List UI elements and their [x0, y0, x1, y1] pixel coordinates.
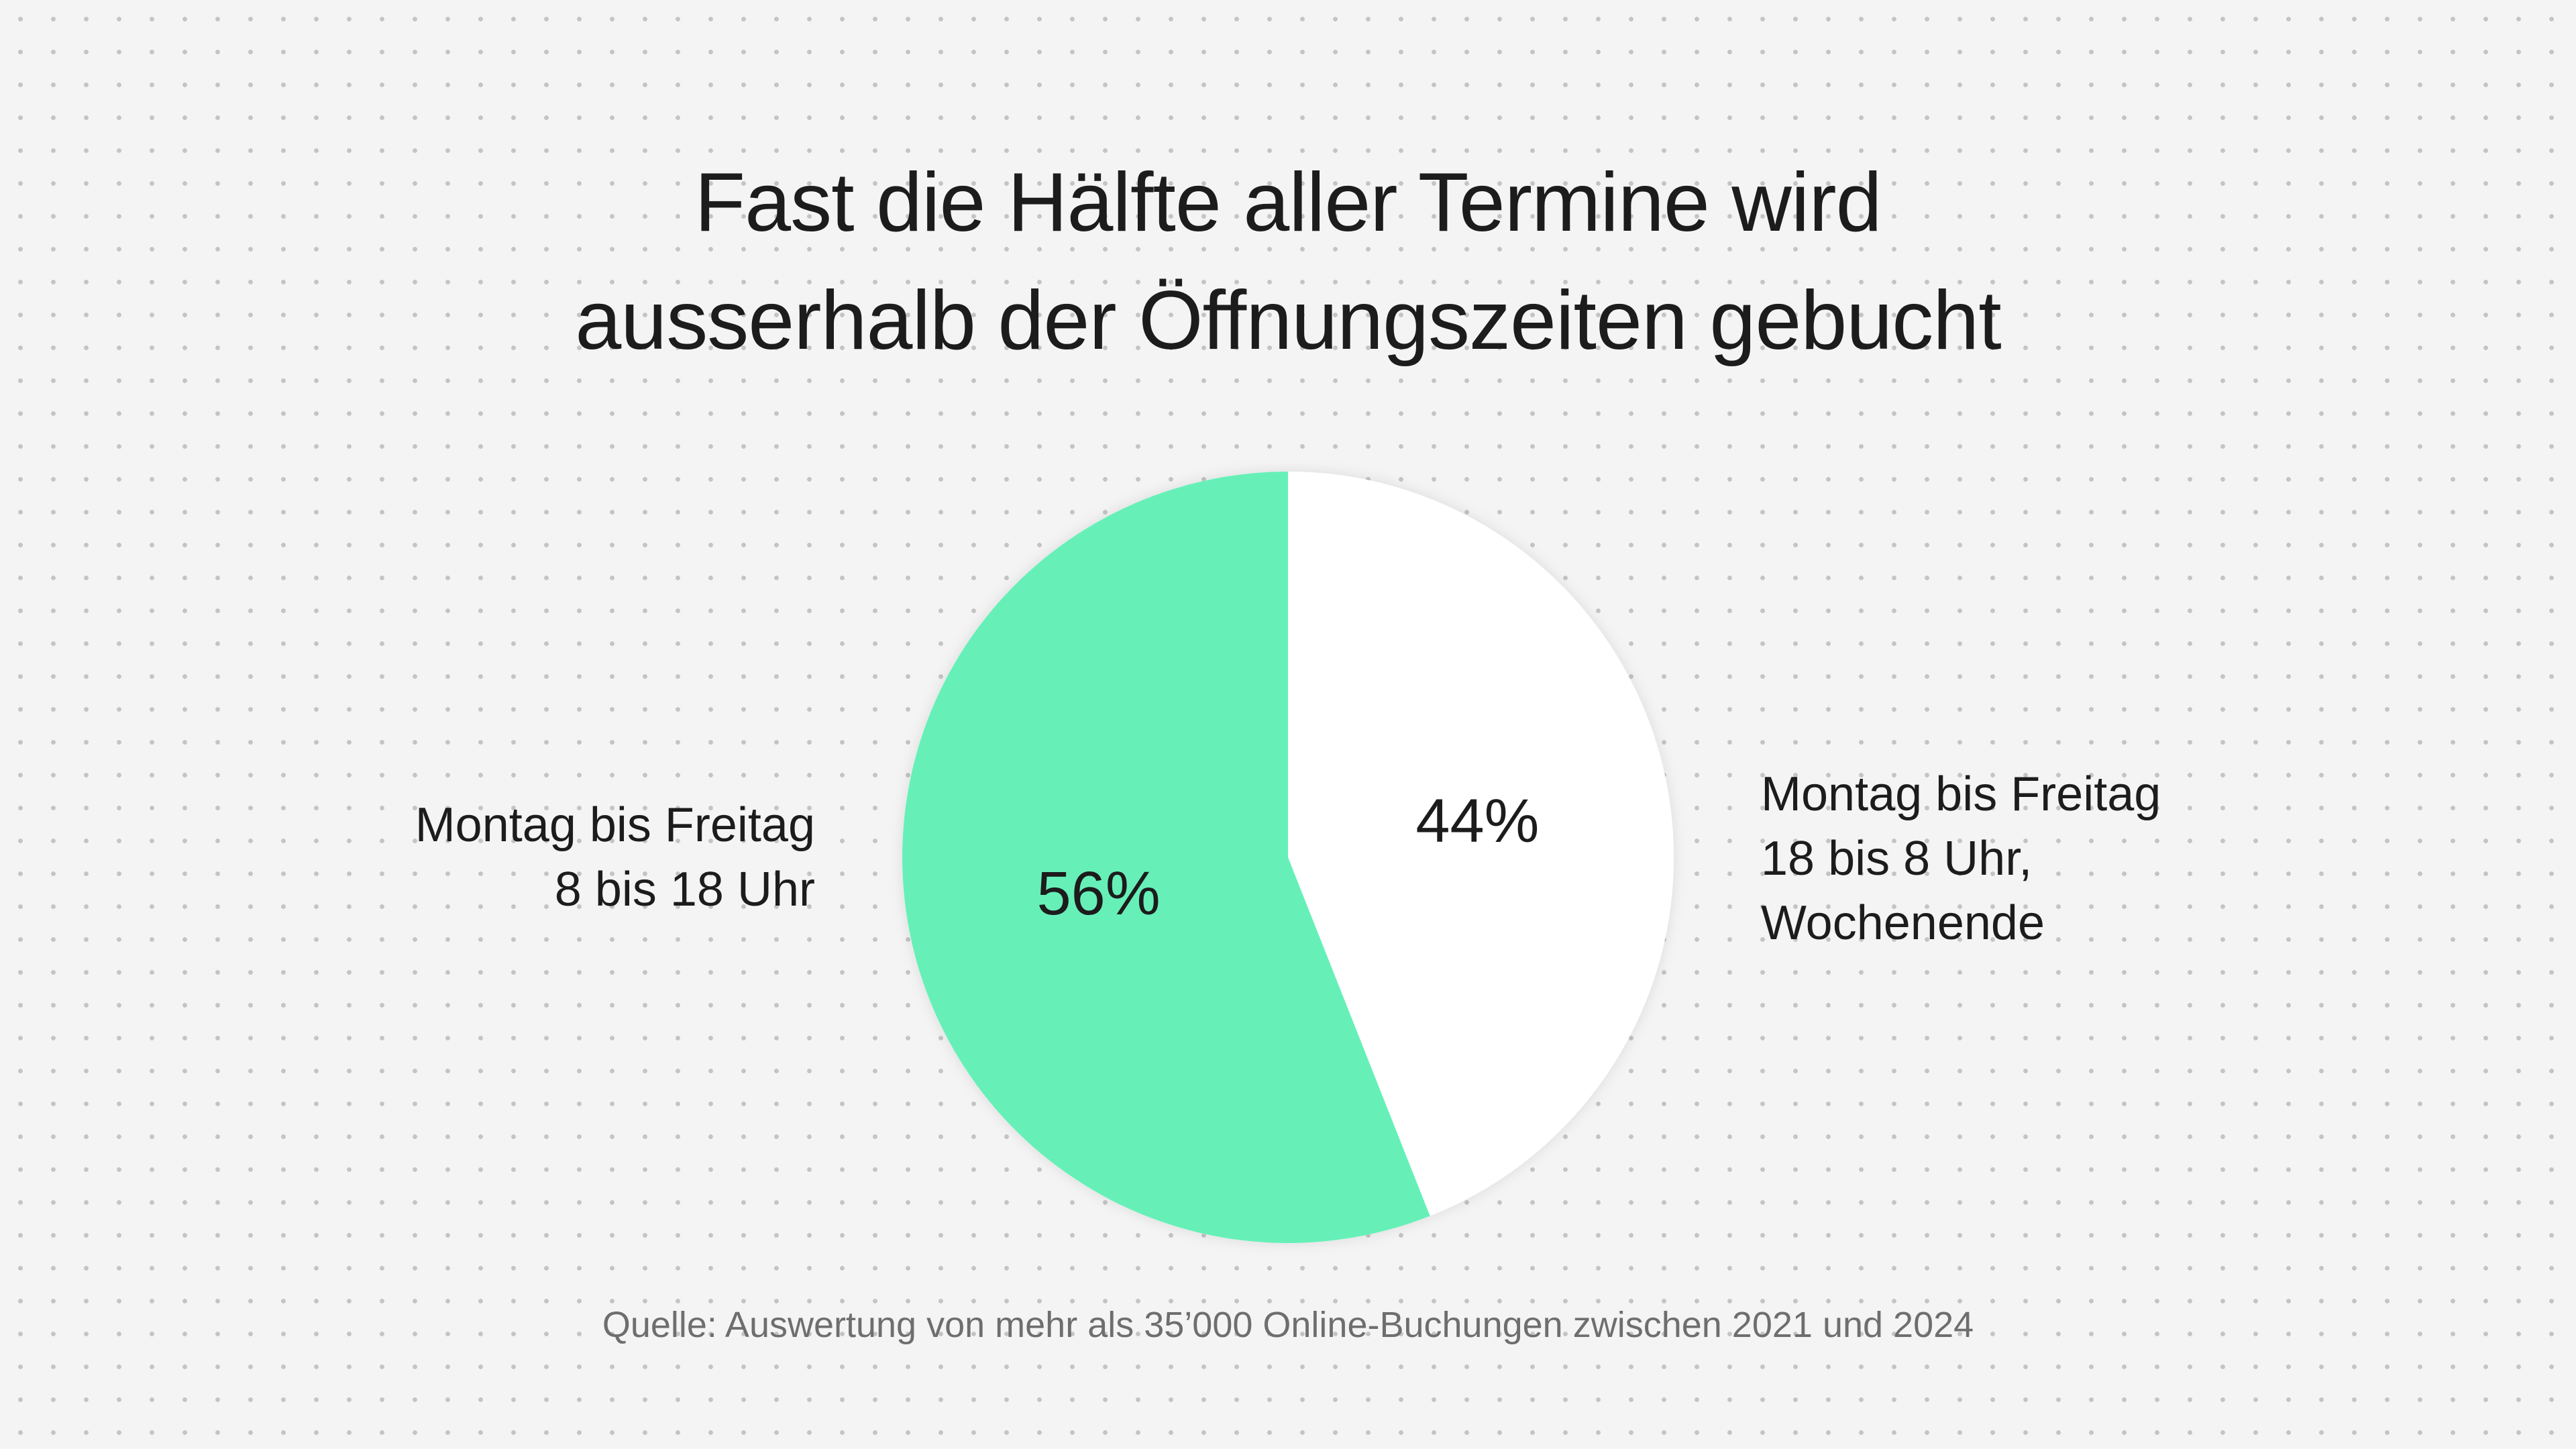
slice-label-business-hours-line-2: 8 bis 18 Uhr [554, 863, 815, 916]
pie-value-label-outside-hours: 44% [1415, 787, 1539, 855]
chart-title-line-1: Fast die Hälfte aller Termine wird [694, 156, 1882, 249]
slice-label-business-hours-line-1: Montag bis Freitag [415, 798, 815, 852]
slice-label-outside-hours-line-3: Wochenende [1761, 896, 2045, 950]
pie-slice-outside-hours [1288, 471, 1674, 1216]
slice-label-outside-hours-line-1: Montag bis Freitag [1761, 767, 2161, 821]
pie-value-label-business-hours: 56% [1037, 859, 1161, 928]
source-note: Quelle: Auswertung von mehr als 35’000 O… [602, 1305, 1974, 1345]
chart-title-line-2: ausserhalb der Öffnungszeiten gebucht [575, 274, 2001, 367]
slice-label-business-hours: Montag bis Freitag 8 bis 18 Uhr [415, 793, 815, 922]
pie-slice-business-hours [902, 472, 1430, 1243]
slice-label-outside-hours: Montag bis Freitag 18 bis 8 Uhr, Wochene… [1761, 762, 2161, 955]
slice-label-outside-hours-line-2: 18 bis 8 Uhr, [1761, 832, 2033, 885]
